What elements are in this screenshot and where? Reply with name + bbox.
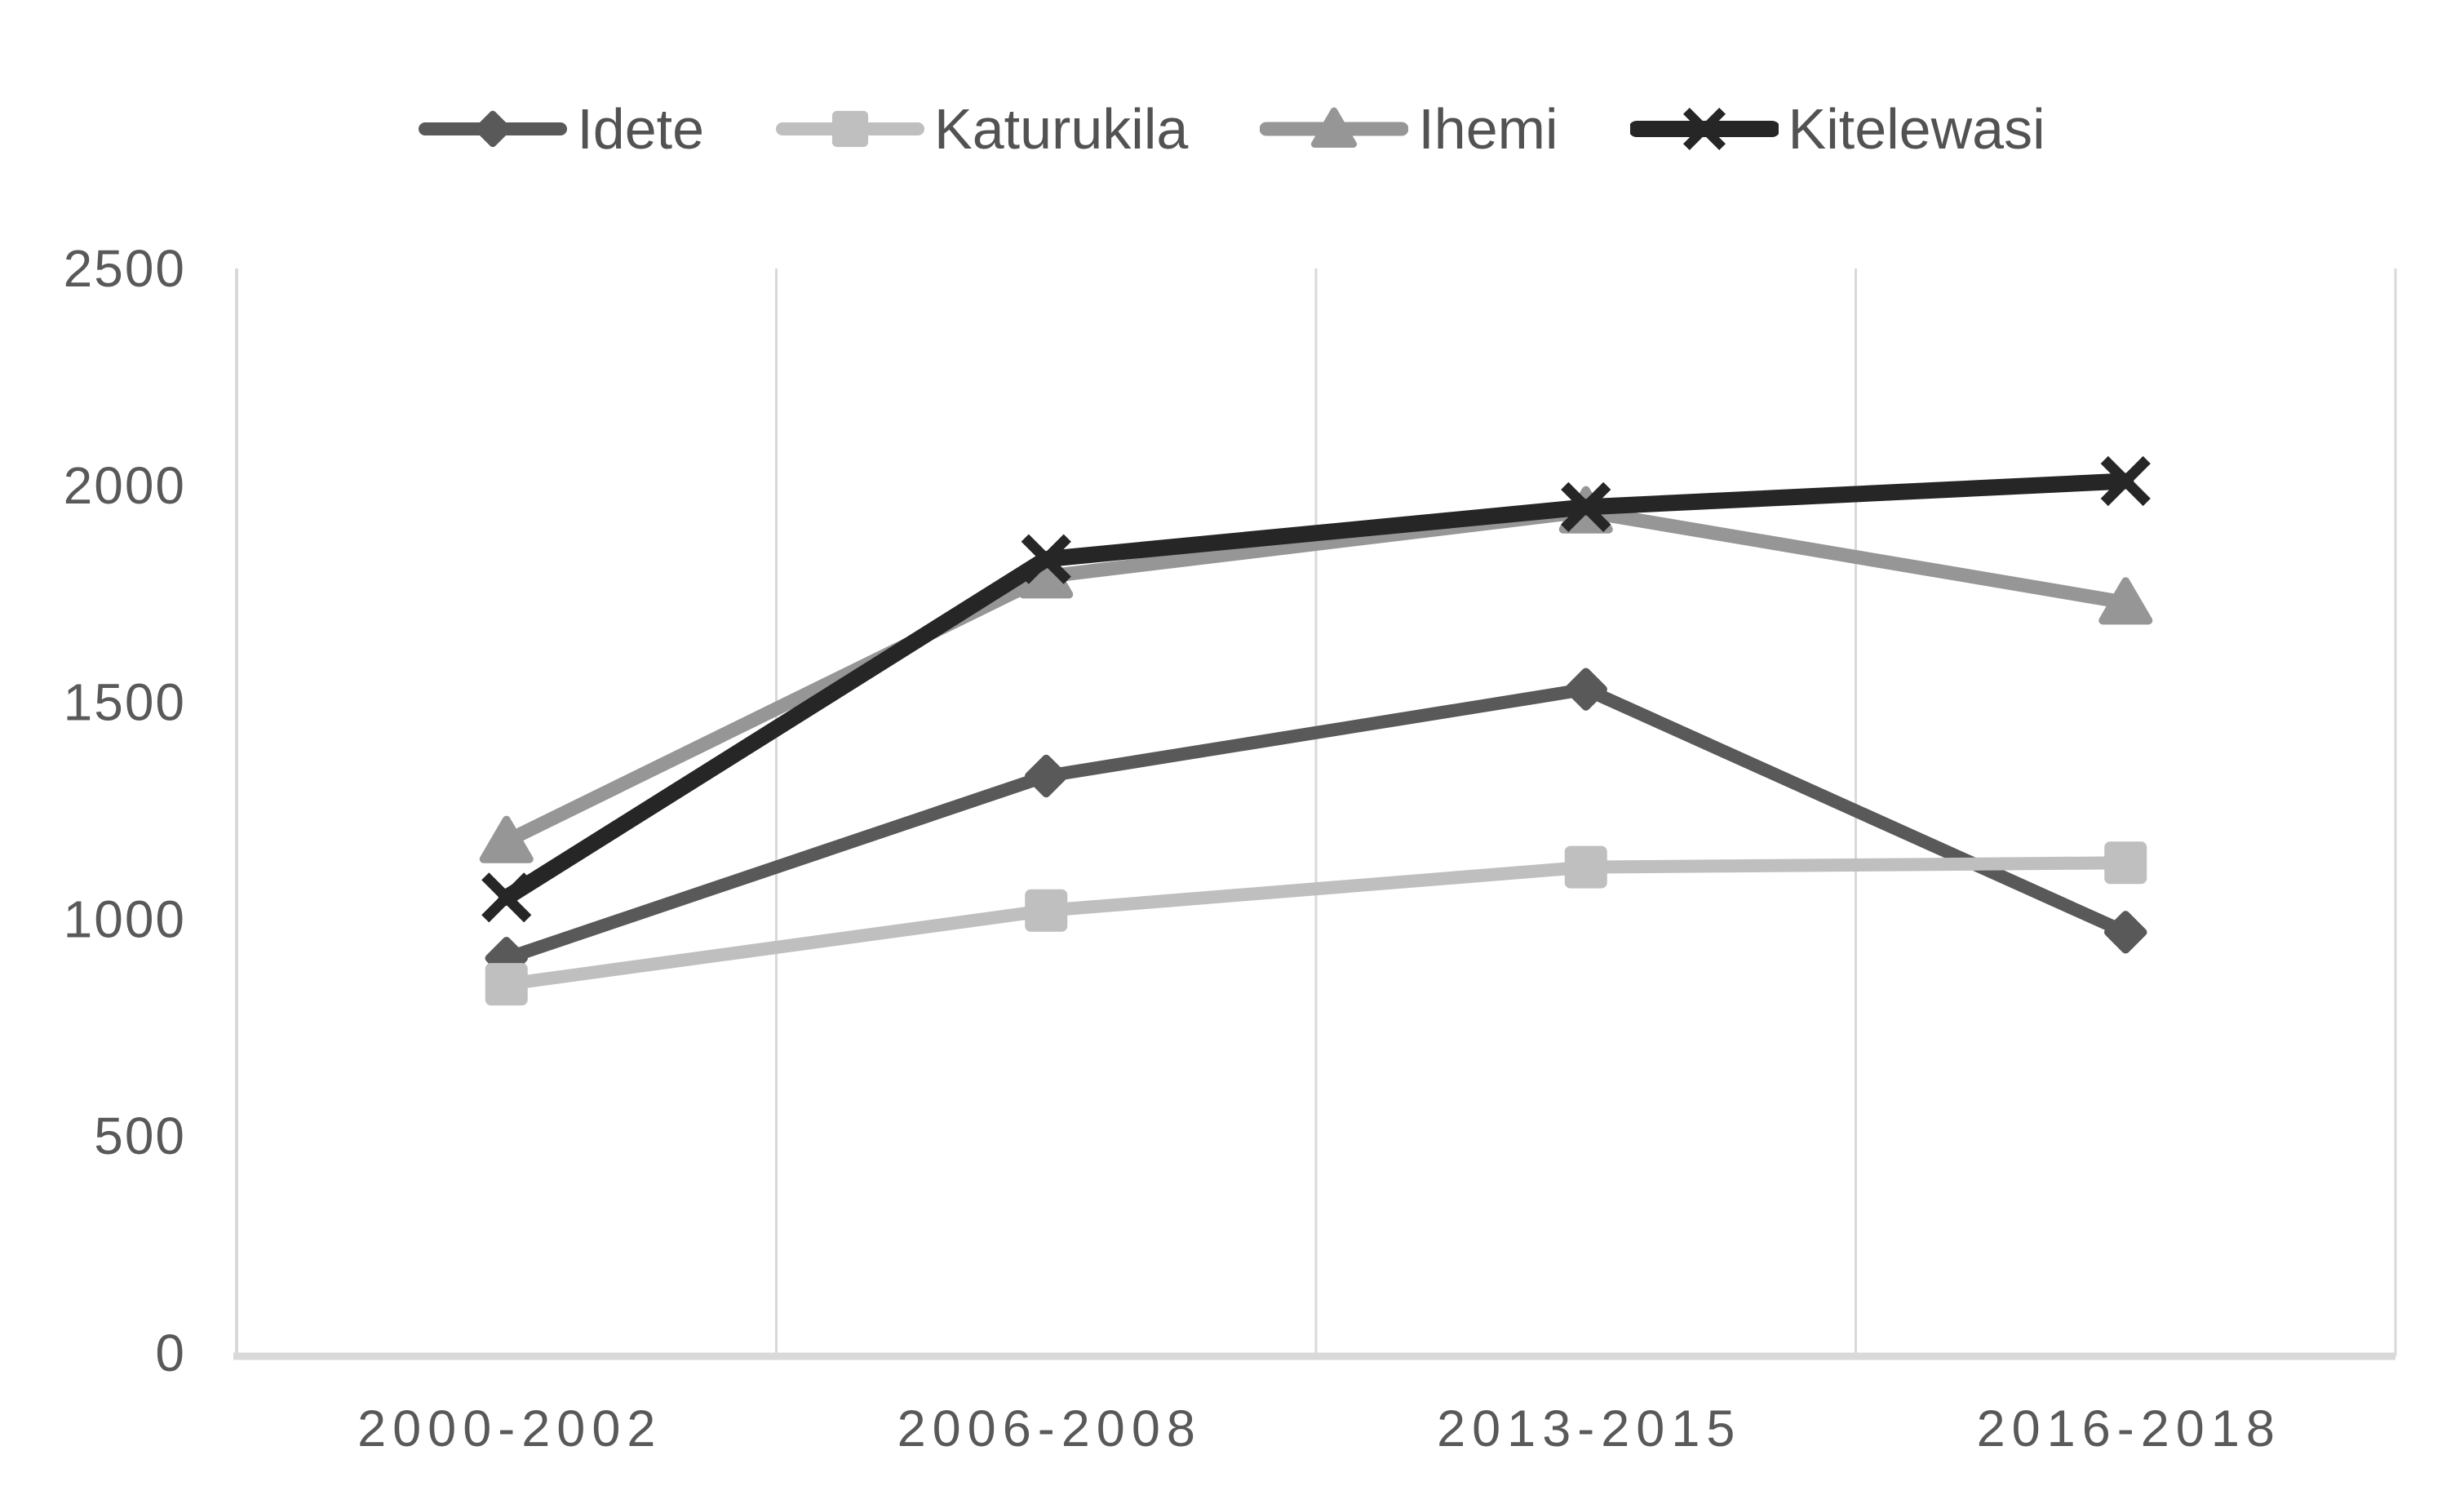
marker-idete-2013-2015 <box>1564 668 1607 711</box>
y-axis-tick-label: 2000 <box>64 456 186 515</box>
legend-marker-katurukila <box>831 110 869 148</box>
marker-katurukila-2013-2015 <box>1564 845 1607 889</box>
legend-label-katurukila: Katurukila <box>934 97 1189 161</box>
y-axis-tick-label: 500 <box>94 1107 186 1165</box>
legend-item-kitelewasi: Kitelewasi <box>1629 96 2045 162</box>
marker-idete-2016-2018 <box>2104 911 2147 954</box>
marker-ihemi-2000-2002 <box>479 815 534 863</box>
legend-marker-ihemi <box>1311 107 1358 148</box>
marker-kitelewasi-2000-2002 <box>481 872 532 923</box>
legend-item-idete: Idete <box>419 96 704 162</box>
series-line-idete <box>499 682 2133 965</box>
marker-ihemi-2016-2018 <box>2098 577 2153 625</box>
y-axis-tick-label: 1000 <box>64 889 186 948</box>
marker-kitelewasi-2006-2008 <box>1021 534 1071 584</box>
legend-marker-kitelewasi <box>1682 107 1726 151</box>
x-axis-tick-label: 2006-2008 <box>897 1400 1202 1457</box>
legend-item-katurukila: Katurukila <box>776 96 1188 162</box>
legend-key-square-icon <box>776 110 925 148</box>
y-axis-tick-label: 1500 <box>64 673 186 732</box>
legend-label-kitelewasi: Kitelewasi <box>1788 97 2045 161</box>
legend-item-ihemi: Ihemi <box>1260 96 1558 162</box>
legend-key-x-icon <box>1629 107 1779 151</box>
marker-katurukila-2016-2018 <box>2104 841 2147 885</box>
series-line-ihemi <box>499 504 2133 849</box>
x-axis-tick-label: 2016-2018 <box>1977 1400 2281 1457</box>
x-axis-tick-label: 2000-2002 <box>357 1400 662 1457</box>
y-axis-tick-label: 0 <box>155 1324 186 1382</box>
marker-kitelewasi-2016-2018 <box>2100 455 2151 507</box>
series-line-katurukila <box>499 856 2133 991</box>
marker-katurukila-2000-2002 <box>485 963 528 1006</box>
x-axis-tick-label: 2013-2015 <box>1437 1400 1741 1457</box>
marker-kitelewasi-2013-2015 <box>1561 481 1611 532</box>
y-axis-tick-label: 2500 <box>64 239 186 298</box>
legend-label-ihemi: Ihemi <box>1418 97 1558 161</box>
legend-key-triangle-icon <box>1260 107 1409 148</box>
legend: Idete Katurukila Ihemi Kitelewasi <box>0 96 2464 162</box>
legend-marker-idete <box>475 110 512 148</box>
legend-key-diamond-icon <box>419 110 568 148</box>
legend-label-idete: Idete <box>577 97 705 161</box>
marker-idete-2006-2008 <box>1025 754 1068 798</box>
marker-katurukila-2006-2008 <box>1025 889 1068 932</box>
series-line-kitelewasi <box>498 472 2134 906</box>
